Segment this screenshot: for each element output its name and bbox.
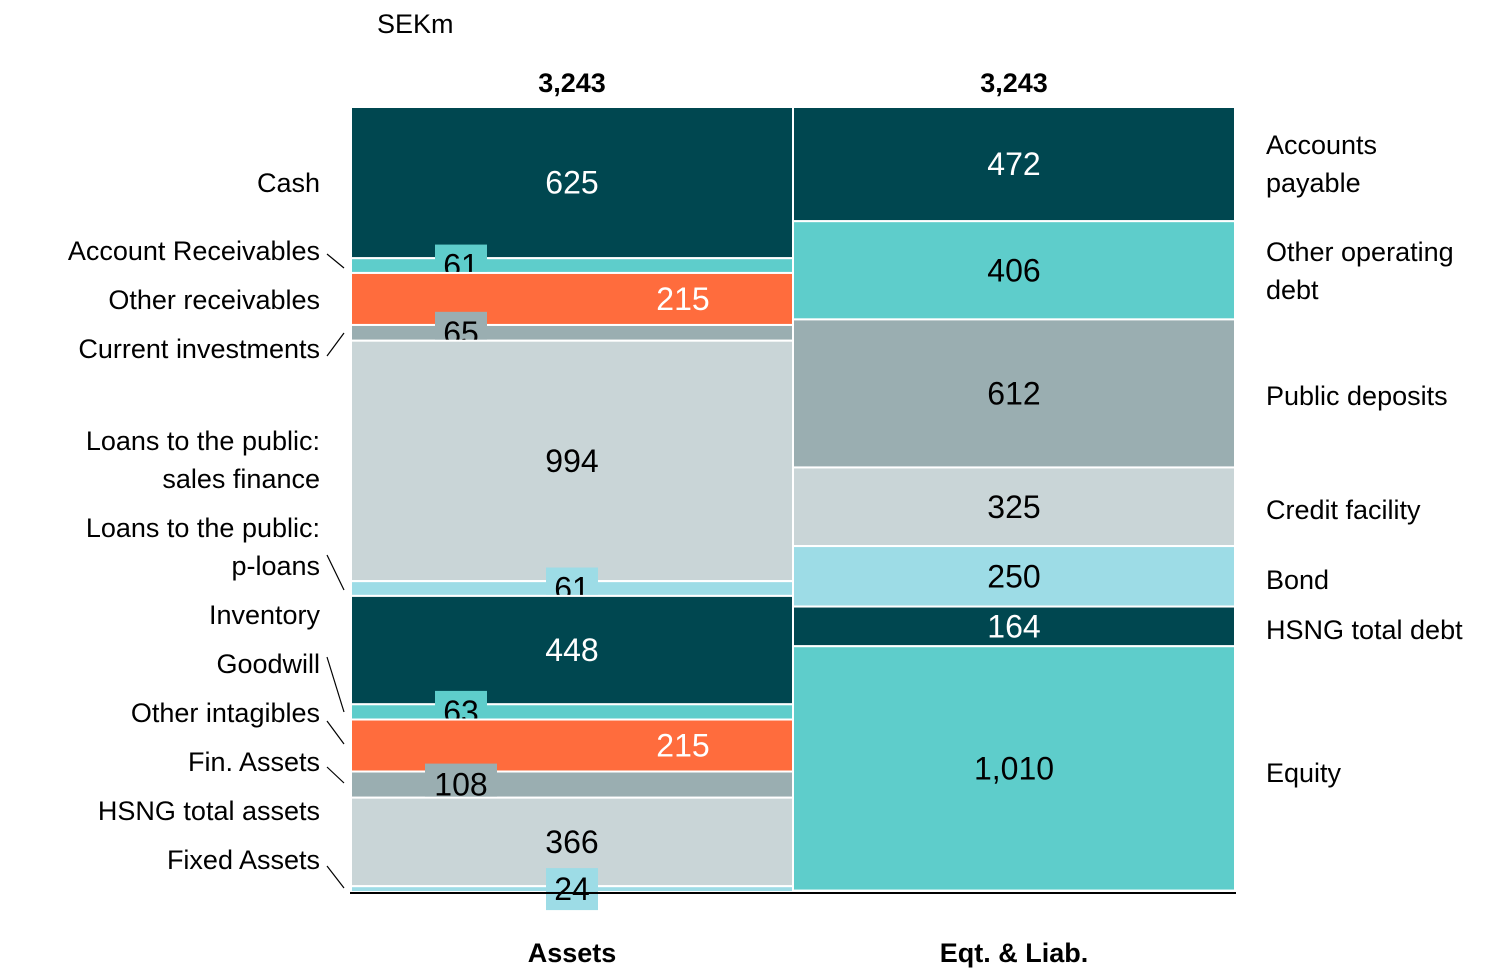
liability-label-credit-facility: Credit facility — [1266, 495, 1421, 525]
category-eqt-liab: Eqt. & Liab. — [940, 938, 1089, 968]
asset-label-fin-assets: Fin. Assets — [188, 747, 320, 777]
asset-value-other-intagibles: 215 — [656, 728, 709, 764]
asset-segment-goodwill — [350, 703, 794, 721]
liability-segment-hsng-total-debt — [792, 605, 1236, 648]
asset-label-goodwill: Goodwill — [216, 649, 320, 679]
asset-value-fixed-assets: 24 — [554, 871, 590, 907]
leader-line — [326, 720, 345, 745]
liability-value-credit-facility: 325 — [987, 489, 1040, 525]
liability-segment-accounts-payable — [792, 106, 1236, 223]
leader-line — [326, 332, 345, 357]
segment-labels: Cash Account Receivables Other receivables… — [68, 130, 1463, 889]
asset-label-other-receivables: Other receivables — [108, 285, 320, 315]
asset-label-loans-to-the-public-sales-finance: Loans to the public: sales finance — [86, 426, 320, 494]
asset-label-other-intagibles: Other intagibles — [131, 698, 320, 728]
liability-label-hsng-total-debt: HSNG total debt — [1266, 615, 1463, 645]
value-badge — [546, 868, 598, 911]
liability-value-other-operating-debt: 406 — [987, 252, 1040, 288]
asset-label-hsng-total-assets: HSNG total assets — [98, 796, 320, 826]
liability-value-bond: 250 — [987, 558, 1040, 594]
leader-line — [326, 554, 345, 591]
liability-label-other-operating-debt: Other operating debt — [1266, 237, 1454, 305]
asset-value-inventory: 448 — [545, 632, 598, 668]
asset-segment-inventory — [350, 594, 794, 706]
liability-segment-bond — [792, 545, 1236, 608]
asset-value-other-receivables: 215 — [656, 281, 709, 317]
unit-label: SEKm — [377, 9, 454, 39]
liability-label-bond: Bond — [1266, 565, 1329, 595]
liability-value-equity: 1,010 — [974, 750, 1054, 786]
leader-line — [326, 865, 345, 889]
liability-value-accounts-payable: 472 — [987, 146, 1040, 182]
asset-segment-other-receivables — [350, 271, 794, 326]
asset-value-cash: 625 — [545, 165, 598, 201]
asset-label-cash: Cash — [257, 168, 320, 198]
liability-label-accounts-payable: Accounts payable — [1266, 130, 1377, 198]
asset-label-loans-to-the-public-p-loans: Loans to the public: p-loans — [86, 513, 320, 581]
leader-line — [326, 656, 345, 713]
assets-total: 3,243 — [538, 68, 606, 98]
liabilities-bar: 472 406 612 325 250 164 1,010 — [792, 106, 1236, 892]
leader-line — [326, 766, 345, 784]
category-assets: Assets — [528, 938, 617, 968]
asset-segment-cash — [350, 106, 794, 260]
asset-value-loans-to-the-public-sales-finance: 994 — [545, 443, 598, 479]
liability-label-equity: Equity — [1266, 758, 1342, 788]
liability-segment-credit-facility — [792, 466, 1236, 548]
asset-segment-loans-to-the-public-sales-finance — [350, 339, 794, 583]
liability-segment-equity — [792, 645, 1236, 892]
liability-segment-other-operating-debt — [792, 220, 1236, 321]
asset-segment-other-intagibles — [350, 718, 794, 773]
asset-label-inventory: Inventory — [209, 600, 321, 630]
leader-line — [326, 253, 345, 269]
asset-label-account-receivables: Account Receivables — [68, 236, 320, 266]
asset-label-current-investments: Current investments — [78, 334, 320, 364]
liability-value-hsng-total-debt: 164 — [987, 608, 1040, 644]
asset-segment-current-investments — [350, 323, 794, 342]
asset-segment-fin-assets — [350, 770, 794, 799]
liability-label-public-deposits: Public deposits — [1266, 381, 1448, 411]
asset-segment-account-receivables — [350, 257, 794, 274]
asset-value-fin-assets: 108 — [434, 767, 487, 803]
liability-segment-public-deposits — [792, 318, 1236, 469]
liability-value-public-deposits: 612 — [987, 375, 1040, 411]
asset-label-fixed-assets: Fixed Assets — [167, 845, 320, 875]
asset-value-hsng-total-assets: 366 — [545, 824, 598, 860]
liabilities-total: 3,243 — [980, 68, 1048, 98]
